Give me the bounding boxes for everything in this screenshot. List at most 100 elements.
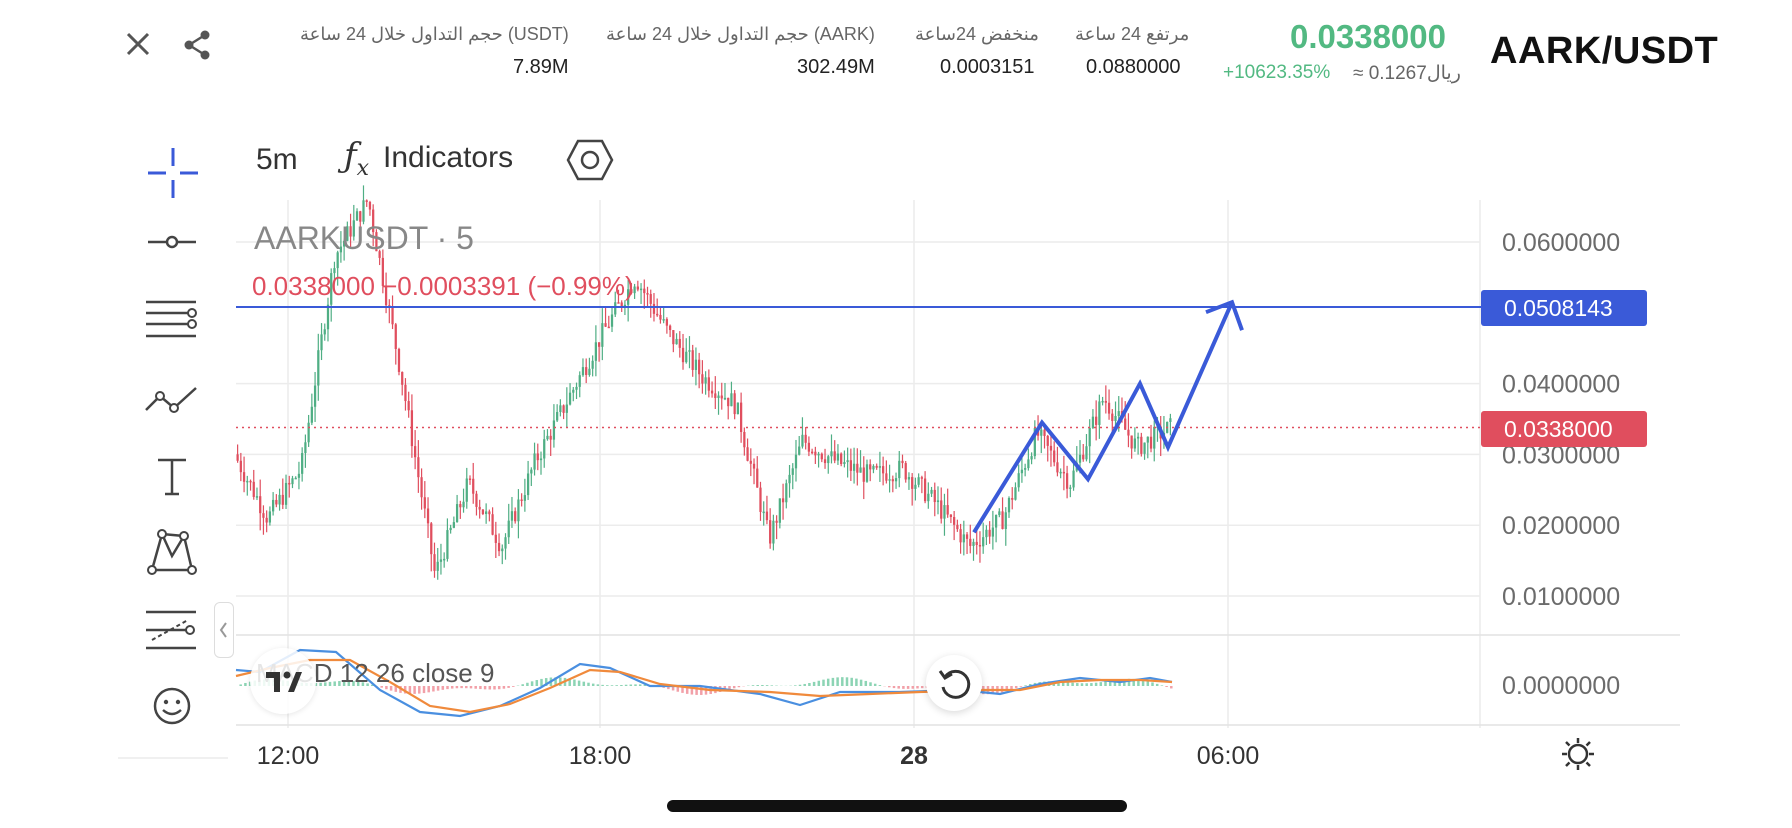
candle-body: [817, 453, 820, 456]
candle-body: [930, 489, 933, 494]
candle-body: [810, 451, 814, 454]
candle-body: [865, 464, 869, 482]
collapse-toolbar-handle[interactable]: [214, 602, 234, 658]
candle-body: [313, 385, 317, 407]
candle-body: [662, 319, 665, 321]
chart-settings-button[interactable]: [566, 138, 614, 182]
candle-body: [1014, 487, 1017, 500]
candle-body: [252, 481, 255, 497]
signal-line: [235, 658, 1173, 714]
candle-body: [446, 530, 449, 559]
candle-body: [791, 468, 794, 475]
close-button[interactable]: [122, 28, 154, 60]
candle-body: [707, 377, 710, 391]
candle-body: [794, 454, 798, 469]
candle-body: [491, 514, 494, 535]
candle-body: [949, 514, 953, 518]
trend-line-tool[interactable]: [144, 380, 200, 420]
candle-body: [965, 534, 969, 539]
candle-body: [497, 542, 501, 552]
candle-body: [665, 319, 669, 326]
hline-price-label: 0.0508143: [1504, 295, 1613, 321]
candle-body: [268, 511, 272, 523]
candle-body: [656, 313, 659, 316]
interval-button[interactable]: 5m: [256, 143, 298, 176]
trend-line-icon: [145, 387, 197, 413]
text-tool[interactable]: [152, 454, 192, 498]
crosshair-tool[interactable]: [146, 146, 200, 200]
macd-zero-tick: 0.0000000: [1502, 672, 1620, 700]
candle-body: [756, 468, 759, 488]
candle-body: [617, 302, 620, 304]
candle-body: [275, 499, 278, 505]
candle-body: [691, 350, 694, 370]
candle-body: [946, 505, 949, 515]
candle-body: [455, 504, 459, 523]
forecast-tool[interactable]: [144, 606, 198, 654]
candle-body: [1101, 400, 1104, 403]
candle-body: [304, 442, 307, 454]
candle-body: [1107, 402, 1111, 414]
xabcd-pattern-icon: [147, 529, 197, 575]
candle-body: [271, 499, 275, 512]
candle-body: [504, 537, 507, 549]
candle-body: [478, 506, 481, 510]
candle-body: [1024, 468, 1027, 470]
tradingview-logo[interactable]: [250, 648, 316, 714]
candle-body: [452, 522, 455, 528]
candle-body: [1004, 512, 1007, 530]
candle-body: [659, 314, 662, 320]
candle-body: [401, 371, 404, 385]
candle-body: [1088, 427, 1091, 447]
candle-body: [449, 527, 452, 531]
candle-body: [462, 501, 465, 508]
emoji-tool[interactable]: [152, 686, 192, 726]
candle-body: [804, 434, 807, 443]
candle-body: [381, 257, 384, 286]
current-price-tag: [1481, 411, 1647, 447]
candle-body: [1140, 436, 1143, 454]
price-chart[interactable]: 0.06000000.04000000.03000000.02000000.01…: [0, 0, 1792, 800]
candle-body: [752, 463, 756, 469]
candle-body: [820, 453, 823, 460]
candle-body: [307, 422, 310, 443]
candle-body: [739, 402, 743, 432]
hline-price-tag: [1481, 290, 1647, 326]
candle-body: [514, 511, 517, 522]
candle-body: [1136, 436, 1140, 439]
x-tick-label: 18:00: [569, 742, 632, 770]
candle-body: [481, 509, 485, 515]
candle-body: [259, 496, 262, 514]
candle-body: [936, 500, 940, 503]
candle-body: [520, 499, 523, 501]
share-button[interactable]: [180, 28, 214, 62]
horizontal-ray-tool[interactable]: [146, 232, 198, 252]
candle-body: [355, 211, 359, 221]
candle-body: [349, 226, 352, 237]
candle-body: [1127, 429, 1130, 436]
pattern-tool[interactable]: [146, 528, 198, 576]
indicators-button[interactable]: ƒx Indicators: [344, 136, 513, 181]
candle-body: [840, 453, 843, 464]
candle-body: [465, 478, 468, 502]
y-tick-label: 0.0100000: [1502, 583, 1620, 611]
candle-body: [378, 251, 381, 258]
x-tick-label: 12:00: [257, 742, 320, 770]
reset-chart-button[interactable]: [926, 655, 982, 711]
candle-body: [397, 348, 401, 372]
candle-body: [1149, 436, 1153, 449]
candle-body: [301, 453, 304, 474]
time-axis-settings-button[interactable]: [1560, 736, 1596, 772]
stat-value-low: 0.0003151: [940, 56, 1035, 78]
candle-body: [830, 451, 833, 457]
candle-body: [982, 537, 985, 547]
candle-body: [568, 392, 572, 405]
trend-arrowhead: [1205, 299, 1244, 331]
candle-body: [1001, 511, 1004, 530]
candle-body: [923, 478, 927, 502]
candle-body: [1062, 471, 1066, 474]
candle-body: [962, 534, 965, 543]
candle-body: [627, 289, 630, 305]
fib-lines-tool[interactable]: [144, 298, 198, 342]
candle-body: [414, 446, 417, 458]
